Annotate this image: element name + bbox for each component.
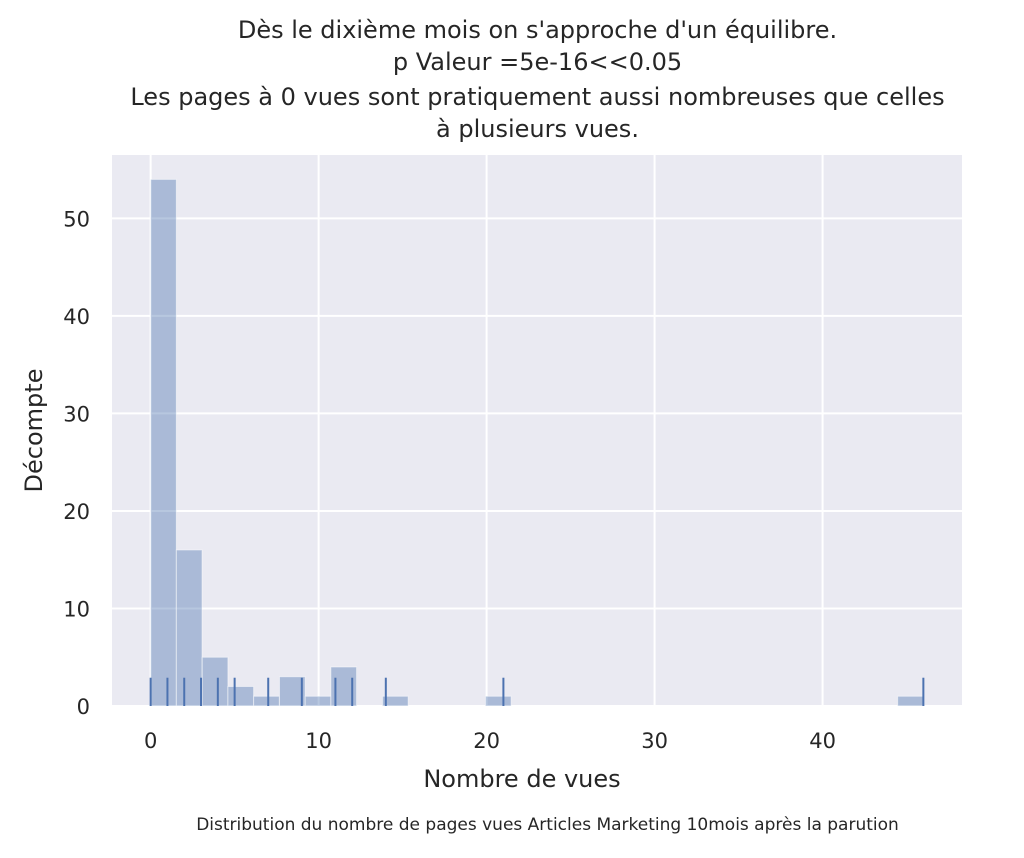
histogram-bar xyxy=(253,695,280,707)
x-tick-label: 30 xyxy=(641,729,668,753)
x-tick-label: 40 xyxy=(809,729,836,753)
histogram-bar xyxy=(175,549,203,707)
plot-background xyxy=(112,155,962,706)
histogram-bar xyxy=(484,695,512,707)
chart-title-line-3: Les pages à 0 vues sont pratiquement aus… xyxy=(130,83,945,111)
y-tick-label: 10 xyxy=(63,597,90,621)
figure-caption: Distribution du nombre de pages vues Art… xyxy=(196,815,899,835)
y-tick-label: 20 xyxy=(63,500,90,524)
x-tick-label: 20 xyxy=(473,729,500,753)
x-tick-label: 0 xyxy=(144,729,157,753)
histogram-bars xyxy=(150,178,924,707)
x-tick-labels: 0 10 20 30 40 xyxy=(144,729,836,753)
x-tick-label: 10 xyxy=(305,729,332,753)
histogram-bar xyxy=(150,178,177,707)
y-tick-label: 30 xyxy=(63,402,90,426)
chart-title-line-1: Dès le dixième mois on s'approche d'un é… xyxy=(237,16,838,44)
y-tick-labels: 0 10 20 30 40 50 xyxy=(63,207,90,719)
histogram-bar xyxy=(201,656,229,707)
histogram-bar xyxy=(381,695,409,707)
histogram-bar xyxy=(897,695,924,707)
y-tick-label: 50 xyxy=(63,207,90,231)
x-axis-label: Nombre de vues xyxy=(423,765,620,793)
chart-title-line-4: à plusieurs vues. xyxy=(436,115,639,143)
y-tick-label: 0 xyxy=(77,695,90,719)
y-tick-label: 40 xyxy=(63,305,90,329)
histogram-bar xyxy=(227,685,255,707)
chart-title-line-2: p Valeur =5e-16<<0.05 xyxy=(392,48,683,76)
histogram-bar xyxy=(304,695,332,707)
y-axis-label: Décompte xyxy=(20,369,48,493)
rug-marks xyxy=(149,677,925,706)
